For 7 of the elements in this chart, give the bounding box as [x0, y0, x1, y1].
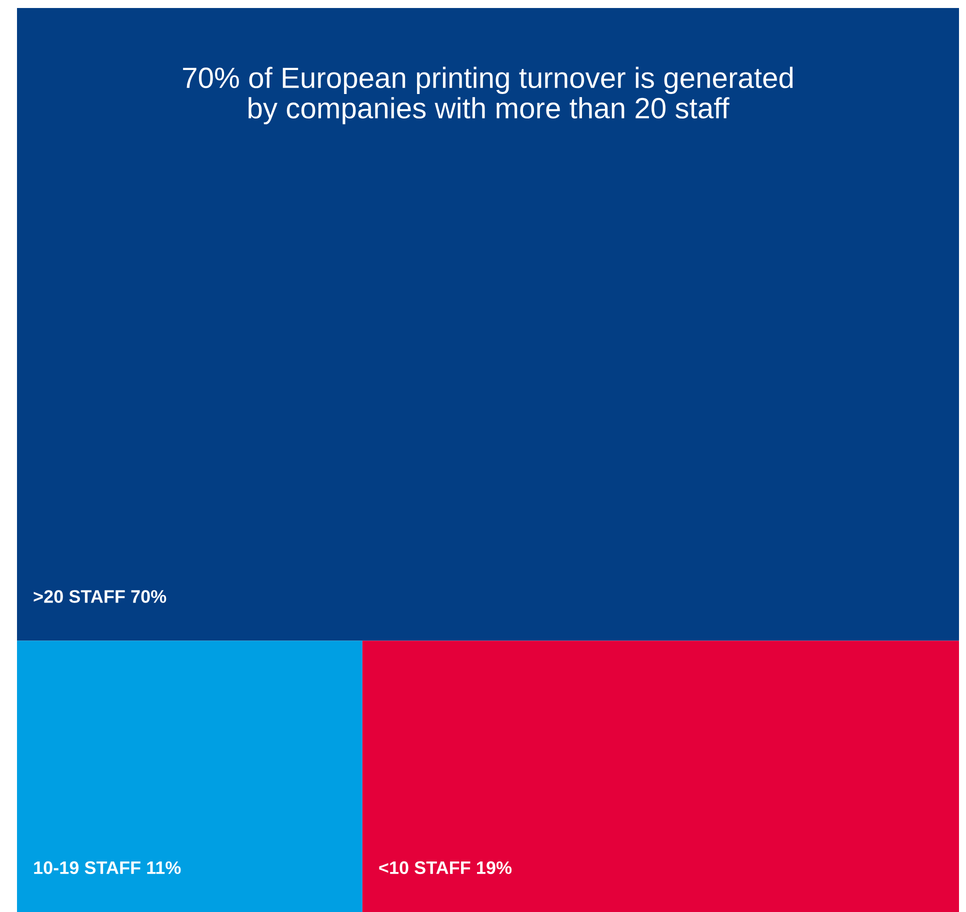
data-label: 11% [147, 861, 181, 874]
text: 70% of European printing turnover is generated by companies with more than 20 staff [183, 66, 793, 124]
data-label: 70% [131, 590, 166, 603]
category-label: >20 STAFF [34, 590, 125, 603]
category-label: 10-19 STAFF [34, 861, 140, 874]
data-label: 19% [477, 861, 512, 874]
category-label: <10 STAFF [379, 861, 470, 874]
